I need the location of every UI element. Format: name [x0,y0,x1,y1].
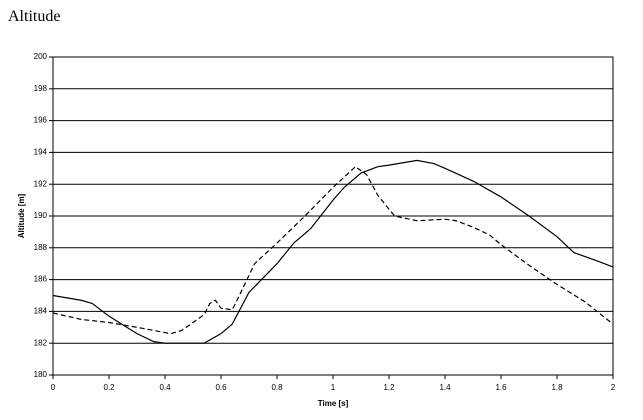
x-tick-label: 0 [51,383,56,392]
y-tick-label: 184 [34,307,48,316]
y-tick-label: 200 [34,52,48,61]
x-tick-label: 1.6 [495,383,507,392]
x-tick-label: 1 [331,383,336,392]
y-tick-label: 198 [34,84,48,93]
y-tick-label: 190 [34,211,48,220]
x-axis-label: Time [s] [318,399,349,408]
x-tick-label: 0.8 [271,383,283,392]
y-axis-label: Altitude [m] [17,193,26,238]
y-tick-label: 182 [34,338,48,347]
x-tick-label: 0.6 [215,383,227,392]
x-tick-label: 0.4 [159,383,171,392]
y-tick-label: 186 [34,275,48,284]
x-tick-label: 0.2 [103,383,115,392]
data-line [52,165,614,335]
x-tick-label: 1.4 [439,383,451,392]
y-tick-label: 196 [34,116,48,125]
y-tick-label: 180 [34,370,48,379]
x-tick-label: 1.2 [383,383,395,392]
y-tick-label: 194 [34,148,48,157]
y-tick-label: 188 [34,243,48,252]
x-tick-label: 1.8 [551,383,563,392]
x-tick-label: 2 [611,383,616,392]
y-tick-label: 192 [34,179,48,188]
data-line [52,159,614,344]
chart-title: Altitude [8,8,60,25]
